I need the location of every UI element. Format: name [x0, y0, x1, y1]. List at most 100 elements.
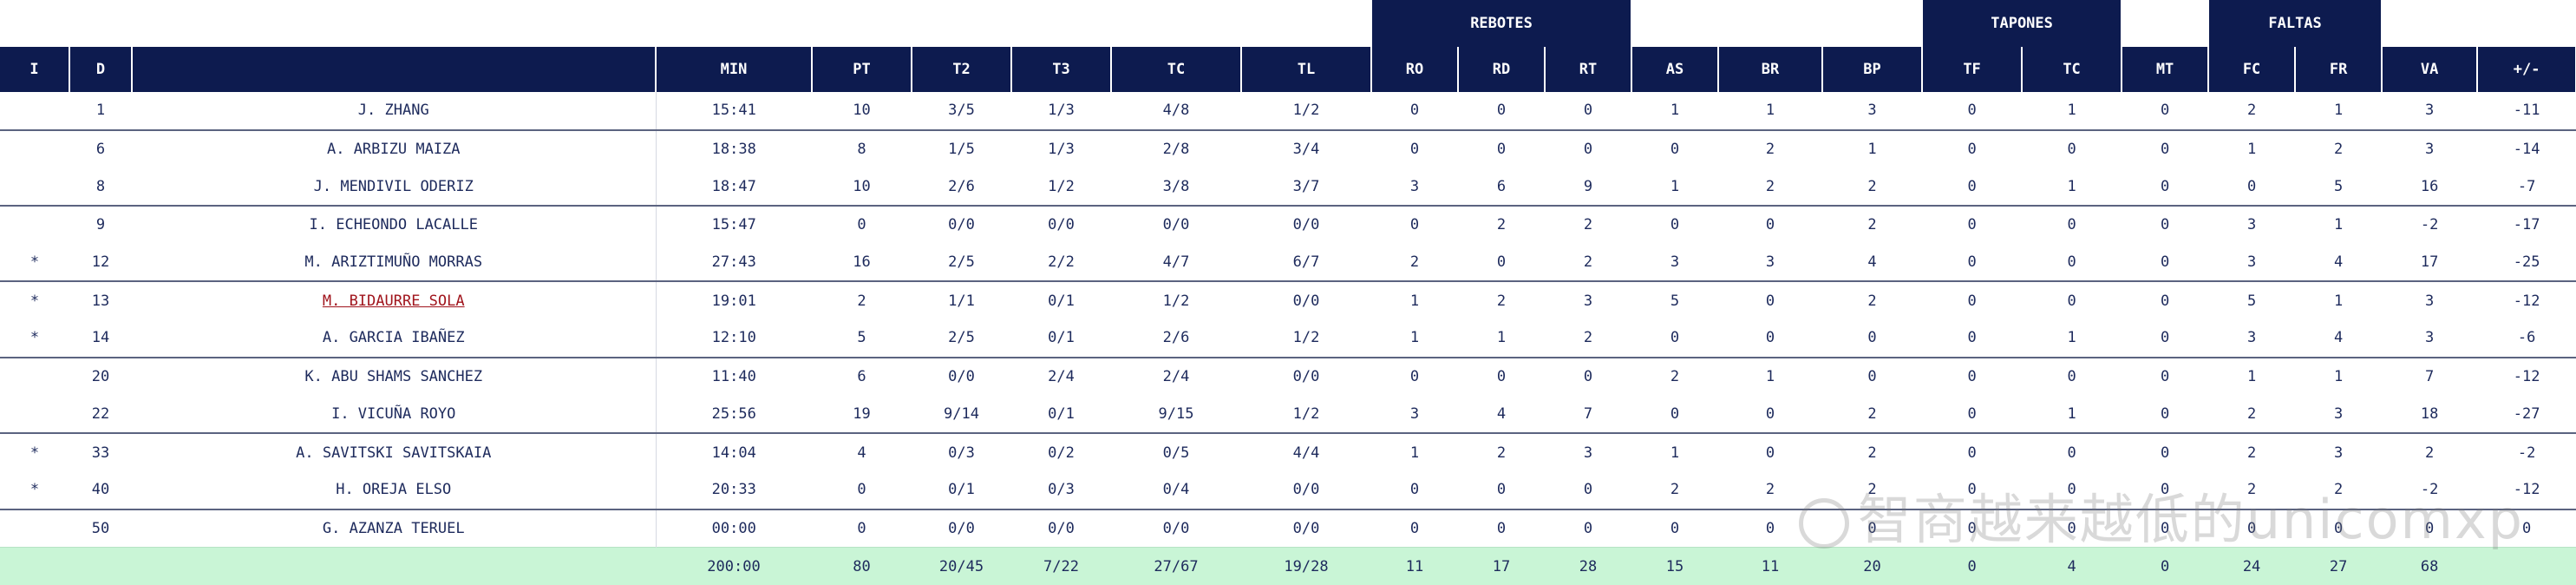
stat-cell: 14 — [91, 329, 110, 347]
col-header-0[interactable]: I — [0, 47, 70, 92]
stat-cell: 14:04 — [655, 432, 812, 471]
col-header-16[interactable]: TC — [2022, 47, 2123, 92]
col-header-21[interactable]: +/- — [2477, 47, 2576, 92]
stat-cell: 2/6 — [1162, 329, 1190, 347]
stat-cell: 6 — [69, 128, 132, 168]
stat-cell: 0 — [1458, 128, 1546, 168]
column-header-row: I D MIN PT T2 T3 TC TL RO RD RT AS BR BP TF TC MT FC FR VA +… — [0, 47, 2576, 92]
stat-cell: 0/0 — [1241, 508, 1372, 548]
player-name-text[interactable]: H. OREJA ELSO — [336, 481, 452, 499]
player-name[interactable]: K. ABU SHAMS SANCHEZ — [132, 356, 656, 396]
col-header-11[interactable]: RT — [1545, 47, 1633, 92]
stat-cell: 1 — [95, 102, 106, 120]
stat-cell: 9 — [1583, 177, 1593, 195]
stat-cell: 2 — [1631, 356, 1719, 396]
player-name-text[interactable]: M. BIDAURRE SOLA — [322, 292, 465, 310]
col-header-4[interactable]: PT — [812, 47, 912, 92]
col-header-5[interactable]: T2 — [912, 47, 1012, 92]
player-name-text[interactable]: K. ABU SHAMS SANCHEZ — [304, 368, 483, 386]
stat-cell: 0/0 — [1241, 205, 1372, 244]
stat-cell: 0 — [1545, 508, 1632, 548]
col-header-9[interactable]: RO — [1371, 47, 1460, 92]
col-header-13[interactable]: BR — [1718, 47, 1824, 92]
stat-cell: 0 — [2208, 508, 2296, 548]
col-header-1[interactable]: D — [69, 47, 133, 92]
stat-cell: 1/1 — [912, 280, 1011, 320]
col-header-6[interactable]: T3 — [1011, 47, 1112, 92]
col-header-15[interactable]: TF — [1922, 47, 2024, 92]
player-name-text[interactable]: I. VICUÑA ROYO — [331, 404, 456, 423]
player-name[interactable]: J. MENDIVIL ODERIZ — [132, 168, 656, 206]
stat-cell — [0, 356, 69, 396]
table-row: 6 A. ARBIZU MAIZA 18:38 8 1/5 1/3 2/8 3/4 0 0 0 0 2 1… — [0, 128, 2576, 168]
stat-cell: 5 — [1631, 280, 1719, 320]
col-header-3[interactable]: MIN — [656, 47, 813, 92]
stat-cell: 0 — [1967, 329, 1977, 347]
stat-cell: 6/7 — [1292, 253, 1320, 272]
stat-cell: 0 — [2246, 177, 2257, 195]
player-name[interactable]: A. SAVITSKI SAVITSKAIA — [132, 432, 656, 471]
stat-cell: 0 — [1458, 356, 1546, 396]
player-name[interactable]: A. GARCIA IBAÑEZ — [132, 319, 656, 358]
player-name-text[interactable]: A. GARCIA IBAÑEZ — [322, 329, 465, 347]
stat-cell: 3/5 — [948, 102, 975, 120]
stat-cell: 13 — [69, 280, 132, 320]
player-name[interactable]: H. OREJA ELSO — [132, 471, 656, 509]
stat-cell: 2/4 — [1111, 356, 1241, 396]
stat-cell: 0 — [1718, 508, 1823, 548]
stat-cell: 0 — [1583, 481, 1593, 499]
col-header-8[interactable]: TL — [1241, 47, 1373, 92]
player-name[interactable]: I. ECHEONDO LACALLE — [132, 205, 656, 244]
stat-cell: 4 — [2333, 329, 2344, 347]
stat-cell: 1 — [1822, 128, 1923, 168]
col-header-7[interactable]: TC — [1111, 47, 1242, 92]
col-header-10[interactable]: RD — [1458, 47, 1546, 92]
player-name[interactable]: M. ARIZTIMUÑO MORRAS — [132, 244, 656, 282]
player-name[interactable]: J. ZHANG — [132, 92, 656, 130]
col-header-18[interactable]: FC — [2208, 47, 2297, 92]
stat-cell: 0 — [2160, 481, 2170, 499]
stat-cell: 0 — [1371, 356, 1459, 396]
stat-cell: 0 — [1670, 329, 1680, 347]
stat-cell: 11:40 — [655, 356, 812, 396]
stat-cell: 0 — [1922, 128, 2023, 168]
stat-cell: 16 — [853, 253, 871, 272]
player-name[interactable]: G. AZANZA TERUEL — [132, 508, 656, 548]
stat-cell: 0/1 — [1011, 280, 1111, 320]
stat-cell: 6 — [1496, 177, 1507, 195]
player-name[interactable]: A. ARBIZU MAIZA — [132, 128, 656, 168]
col-header-12[interactable]: AS — [1631, 47, 1720, 92]
stat-cell: 3 — [1409, 404, 1420, 423]
player-name-text[interactable]: G. AZANZA TERUEL — [322, 519, 465, 537]
stat-cell: 2/2 — [1048, 253, 1075, 272]
stat-cell: 12 — [91, 253, 110, 272]
player-name-text[interactable]: A. SAVITSKI SAVITSKAIA — [296, 444, 492, 462]
player-name-text[interactable]: A. ARBIZU MAIZA — [326, 141, 461, 159]
col-header-19[interactable]: FR — [2295, 47, 2383, 92]
player-name-text[interactable]: J. MENDIVIL ODERIZ — [313, 177, 474, 195]
col-header-14[interactable]: BP — [1822, 47, 1924, 92]
group-rebotes: REBOTES — [1370, 0, 1633, 47]
player-name[interactable]: I. VICUÑA ROYO — [132, 396, 656, 434]
stat-cell: 0 — [1822, 508, 1923, 548]
player-name-text[interactable]: J. ZHANG — [357, 102, 429, 120]
stat-cell: 3 — [2208, 205, 2296, 244]
stat-cell: 0 — [1967, 404, 1977, 423]
stat-cell: 3 — [1409, 177, 1420, 195]
col-header-17[interactable]: MT — [2122, 47, 2210, 92]
col-header-20[interactable]: VA — [2382, 47, 2479, 92]
stat-cell: 3 — [2424, 329, 2435, 347]
col-header-2[interactable] — [132, 47, 657, 92]
stat-cell: 0/0 — [912, 356, 1011, 396]
stat-cell: 1 — [1718, 356, 1823, 396]
total-cell: 19/28 — [1241, 547, 1372, 585]
stat-cell: 2/8 — [1111, 128, 1241, 168]
player-name-text[interactable]: M. ARIZTIMUÑO MORRAS — [304, 253, 483, 272]
stat-cell: 1 — [1496, 329, 1507, 347]
player-name[interactable]: M. BIDAURRE SOLA — [132, 280, 656, 320]
player-name-text[interactable]: I. ECHEONDO LACALLE — [309, 216, 478, 234]
stat-cell: 0 — [2122, 432, 2209, 471]
stat-cell: -12 — [2513, 481, 2540, 499]
group-tapones: TAPONES — [1921, 0, 2123, 47]
stat-cell: 0 — [1371, 205, 1459, 244]
